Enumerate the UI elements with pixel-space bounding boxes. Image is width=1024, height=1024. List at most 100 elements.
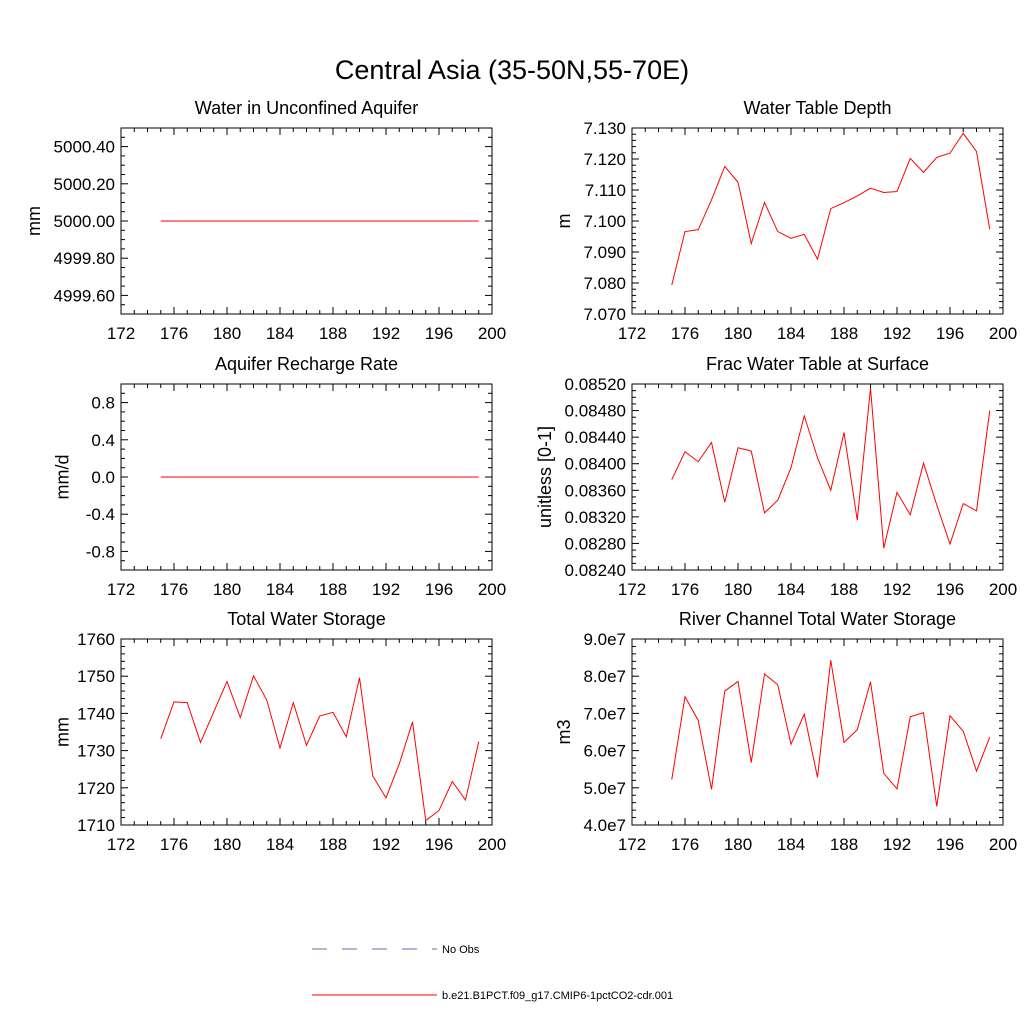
x-tick-label: 192 <box>883 580 911 599</box>
plot-frame <box>120 638 493 826</box>
x-tick-label: 180 <box>213 324 241 343</box>
y-tick-label: 0.8 <box>91 394 115 413</box>
x-tick-label: 196 <box>936 324 964 343</box>
y-tick-label: 0.08520 <box>565 375 626 394</box>
x-tick-label: 200 <box>478 580 506 599</box>
x-tick-label: 192 <box>883 324 911 343</box>
x-tick-label: 188 <box>319 580 347 599</box>
plot-frame <box>631 383 1004 571</box>
x-tick-label: 196 <box>936 580 964 599</box>
x-tick-label: 172 <box>618 835 646 854</box>
y-tick-label: 0.08440 <box>565 428 626 447</box>
y-tick-label: 0.08320 <box>565 508 626 527</box>
x-tick-label: 180 <box>724 324 752 343</box>
panel-title: Water in Unconfined Aquifer <box>195 98 418 118</box>
panel-title: Water Table Depth <box>743 98 891 118</box>
chart-panel-3: 172 176 180 184 188 192 196 200 -0.8 -0.4 0.0 0.4 0.… <box>53 354 507 599</box>
x-tick-label: 196 <box>425 835 453 854</box>
x-tick-label: 188 <box>830 835 858 854</box>
x-tick-label: 188 <box>319 324 347 343</box>
x-tick-label: 172 <box>618 580 646 599</box>
panel-title: Frac Water Table at Surface <box>706 354 929 374</box>
y-tick-label: 5000.00 <box>54 212 115 231</box>
y-tick-label: 0.08280 <box>565 534 626 553</box>
x-tick-label: 172 <box>618 324 646 343</box>
x-tick-label: 192 <box>372 324 400 343</box>
panels: 172 176 180 184 188 192 196 200 4999.60 4999.80 50… <box>24 98 1017 854</box>
y-tick-label: 0.08480 <box>565 402 626 421</box>
x-tick-label: 184 <box>266 324 294 343</box>
legend-obs-label: No Obs <box>442 944 480 956</box>
panel-title: Aquifer Recharge Rate <box>215 354 398 374</box>
chart-panel-1: 172 176 180 184 188 192 196 200 4999.60 4999.80 50… <box>24 98 506 343</box>
y-tick-label: 0.0 <box>91 468 115 487</box>
x-tick-label: 184 <box>266 835 294 854</box>
y-axis-label: m <box>554 214 574 229</box>
y-tick-label: 7.0e7 <box>583 704 626 723</box>
x-tick-label: 184 <box>777 835 805 854</box>
x-tick-label: 200 <box>478 835 506 854</box>
x-tick-label: 176 <box>160 580 188 599</box>
x-tick-label: 180 <box>724 580 752 599</box>
x-tick-label: 196 <box>425 580 453 599</box>
x-tick-label: 172 <box>107 324 135 343</box>
x-tick-label: 180 <box>213 835 241 854</box>
y-tick-label: 7.090 <box>583 243 626 262</box>
chart-panel-6: 172 176 180 184 188 192 196 200 4.0e7 5.0e7 6.0e7 7… <box>554 609 1017 854</box>
legend: No Obs b.e21.B1PCT.f09_g17.CMIP6-1pctCO2… <box>312 944 673 1002</box>
y-tick-label: 5.0e7 <box>583 779 626 798</box>
y-axis-label: mm/d <box>53 455 73 500</box>
x-tick-label: 196 <box>936 835 964 854</box>
chart-panel-2: 172 176 180 184 188 192 196 200 7.070 7.080 7.090 7… <box>554 98 1017 343</box>
y-tick-label: 4999.80 <box>54 249 115 268</box>
y-tick-label: 8.0e7 <box>583 667 626 686</box>
x-tick-label: 192 <box>883 835 911 854</box>
y-tick-label: -0.4 <box>86 505 115 524</box>
x-tick-label: 192 <box>372 580 400 599</box>
y-tick-label: 0.08360 <box>565 481 626 500</box>
x-tick-label: 184 <box>266 580 294 599</box>
x-tick-label: 196 <box>425 324 453 343</box>
y-tick-label: 5000.40 <box>54 138 115 157</box>
legend-model-label: b.e21.B1PCT.f09_g17.CMIP6-1pctCO2-cdr.00… <box>442 990 673 1002</box>
y-tick-label: 9.0e7 <box>583 630 626 649</box>
y-tick-label: 1740 <box>77 704 115 723</box>
series-line <box>671 660 991 807</box>
plot-frame <box>631 127 1004 315</box>
series-line <box>160 674 480 822</box>
x-tick-label: 200 <box>989 324 1017 343</box>
y-tick-label: 4999.60 <box>54 286 115 305</box>
y-axis-label: m3 <box>554 719 574 744</box>
series-line <box>671 387 991 549</box>
y-tick-label: 1760 <box>77 630 115 649</box>
y-tick-label: 5000.20 <box>54 175 115 194</box>
y-tick-label: 4.0e7 <box>583 816 626 835</box>
x-tick-label: 180 <box>213 580 241 599</box>
panel-title: Total Water Storage <box>227 609 385 629</box>
x-tick-label: 180 <box>724 835 752 854</box>
x-tick-label: 176 <box>671 580 699 599</box>
y-tick-label: 7.110 <box>585 181 626 200</box>
series-line <box>671 132 991 286</box>
x-tick-label: 172 <box>107 580 135 599</box>
main-title: Central Asia (35-50N,55-70E) <box>335 55 689 85</box>
y-tick-label: 7.080 <box>583 274 626 293</box>
y-tick-label: 1730 <box>77 742 115 761</box>
x-tick-label: 176 <box>671 324 699 343</box>
y-axis-label: mm <box>53 717 73 747</box>
chart-panel-5: 172 176 180 184 188 192 196 200 1710 1720 1730 1740… <box>53 609 507 854</box>
x-tick-label: 172 <box>107 835 135 854</box>
x-tick-label: 188 <box>319 835 347 854</box>
y-tick-label: 7.120 <box>583 150 626 169</box>
chart-panel-4: 172 176 180 184 188 192 196 200 0.08240 0.08280 0.… <box>535 354 1017 599</box>
x-tick-label: 184 <box>777 324 805 343</box>
y-tick-label: 0.4 <box>91 431 115 450</box>
y-tick-label: 6.0e7 <box>583 742 626 761</box>
y-tick-label: 0.08240 <box>565 561 626 580</box>
x-tick-label: 200 <box>989 835 1017 854</box>
x-tick-label: 200 <box>478 324 506 343</box>
x-tick-label: 188 <box>830 324 858 343</box>
y-axis-label: unitless [0-1] <box>535 426 555 528</box>
x-tick-label: 176 <box>160 835 188 854</box>
